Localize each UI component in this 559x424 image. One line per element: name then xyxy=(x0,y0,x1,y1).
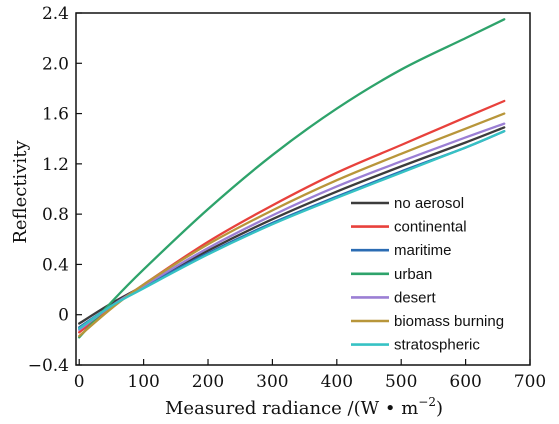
legend-label-maritime: maritime xyxy=(394,242,452,259)
x-tick-label: 100 xyxy=(127,372,159,392)
y-tick-label: 1.6 xyxy=(42,105,69,125)
x-tick-label: 400 xyxy=(321,372,353,392)
series-layer xyxy=(78,18,506,339)
y-tick-label: −0.4 xyxy=(28,356,69,376)
y-tick-label: 1.2 xyxy=(42,155,69,175)
legend: no aerosol continental maritime urban desert… xyxy=(351,195,504,354)
legend-label-no-aerosol: no aerosol xyxy=(394,195,464,212)
x-tick-label: 600 xyxy=(449,372,481,392)
series-line-urban xyxy=(78,18,506,339)
x-axis-title: Measured radiance /(W • m−2) xyxy=(165,395,443,419)
x-tick-label: 500 xyxy=(385,372,417,392)
series-line-stratospheric xyxy=(78,130,506,330)
legend-label-biomass-burning: biomass burning xyxy=(394,313,504,330)
plot-frame xyxy=(75,12,531,366)
y-tick-label: 0 xyxy=(58,306,69,326)
ticks-layer: 0 100 200 300 400 500 600 700−0.400.40.81.21.62… xyxy=(28,4,547,392)
x-axis-title-exponent: −2 xyxy=(418,395,436,409)
legend-label-stratospheric: stratospheric xyxy=(394,337,480,354)
y-tick-label: 2.0 xyxy=(42,54,69,74)
x-axis-title-suffix: ) xyxy=(436,398,443,419)
series-line-no-aerosol xyxy=(78,126,506,325)
x-tick-label: 300 xyxy=(256,372,288,392)
x-tick-label: 0 xyxy=(74,372,85,392)
legend-label-desert: desert xyxy=(394,289,437,306)
legend-label-urban: urban xyxy=(394,266,432,283)
y-axis-title: Reflectivity xyxy=(10,140,31,244)
x-tick-label: 700 xyxy=(514,372,546,392)
y-tick-label: 0.4 xyxy=(42,255,69,275)
y-tick-label: 0.8 xyxy=(42,205,69,225)
y-tick-label: 2.4 xyxy=(42,4,69,24)
x-tick-label: 200 xyxy=(192,372,224,392)
x-axis-title-main: Measured radiance /(W • m xyxy=(165,398,418,419)
legend-label-continental: continental xyxy=(394,219,467,236)
